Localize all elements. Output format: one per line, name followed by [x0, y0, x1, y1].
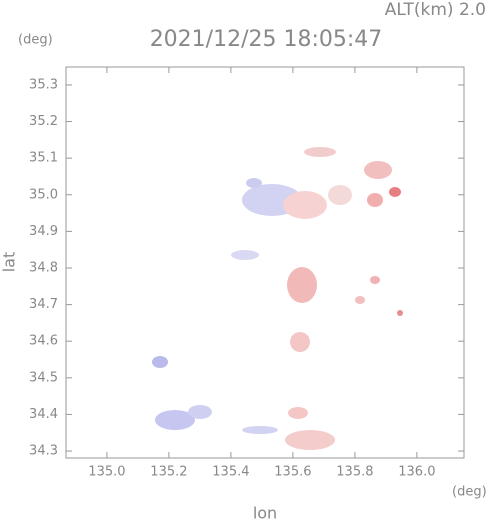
echo: [397, 310, 403, 316]
y-tick-label: 34.9: [29, 224, 58, 239]
y-tick-label: 34.7: [29, 297, 58, 312]
y-tick-label: 35.0: [29, 187, 58, 202]
y-tick-label: 34.3: [29, 444, 58, 459]
y-tick-label: 34.6: [29, 334, 58, 349]
echo: [328, 185, 352, 205]
echo: [288, 407, 308, 419]
y-tick-label: 35.1: [29, 151, 58, 166]
echo: [242, 426, 278, 434]
echo: [155, 410, 195, 430]
y-tick-label: 35.3: [29, 77, 58, 92]
echo: [304, 147, 336, 157]
x-tick-label: 135.2: [150, 465, 187, 480]
x-tick-label: 135.0: [88, 465, 125, 480]
x-axis-label: lon: [253, 504, 277, 521]
echo: [188, 405, 212, 419]
echo: [290, 332, 310, 352]
echo: [285, 430, 335, 450]
echo: [367, 193, 383, 207]
echo: [246, 178, 262, 188]
y-tick-label: 34.5: [29, 370, 58, 385]
echo: [355, 296, 365, 304]
y-axis-label: lat: [0, 252, 19, 273]
echo: [283, 191, 327, 219]
echo: [231, 250, 259, 260]
x-tick-label: 135.4: [212, 465, 249, 480]
axes: 135.0 135.2 135.4 135.6 135.8 136.0 34.3 34.4 34…: [29, 67, 464, 480]
y-tick-label: 35.2: [29, 114, 58, 129]
y-tick-label: 34.8: [29, 260, 58, 275]
plot-frame: [65, 66, 465, 459]
x-tick-label: 136.0: [398, 465, 435, 480]
echo: [389, 187, 401, 197]
echo: [364, 161, 392, 179]
echo: [287, 267, 317, 303]
echoes: [152, 147, 403, 450]
x-tick-label: 135.6: [274, 465, 311, 480]
echo: [152, 356, 168, 368]
echo: [370, 276, 380, 284]
x-unit: (deg): [452, 485, 487, 500]
y-tick-label: 34.4: [29, 407, 58, 422]
altitude-label: ALT(km) 2.0: [385, 0, 486, 20]
y-unit: (deg): [18, 33, 53, 48]
x-tick-label: 135.8: [336, 465, 373, 480]
chart-title: 2021/12/25 18:05:47: [150, 27, 383, 52]
